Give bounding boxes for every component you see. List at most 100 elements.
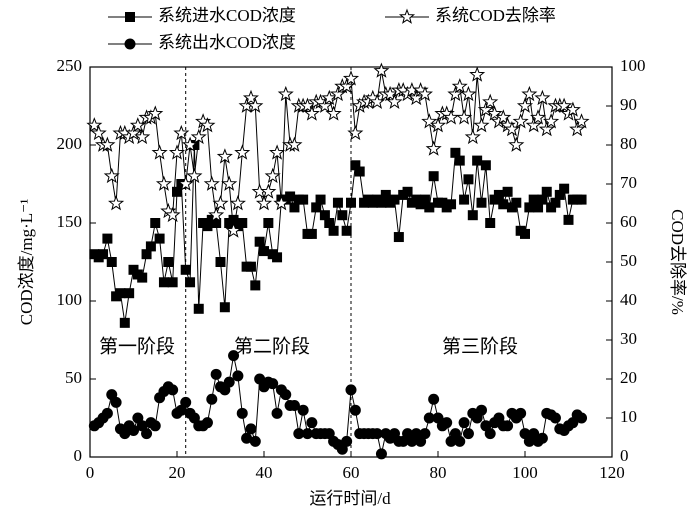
marker-star [386, 93, 403, 109]
marker-circle [476, 404, 487, 416]
marker-circle [576, 412, 588, 424]
y-axis-label: COD浓度/mg·L⁻¹ [17, 199, 36, 325]
marker-square [193, 303, 204, 314]
marker-square [102, 233, 113, 244]
marker-square [341, 225, 352, 236]
phase-label: 第一阶段 [99, 335, 175, 357]
marker-star [325, 105, 342, 121]
marker-star [277, 85, 294, 102]
marker-star [534, 89, 551, 106]
marker-star [173, 124, 190, 141]
marker-star [521, 85, 538, 102]
marker-square [163, 257, 174, 267]
marker-square [141, 249, 152, 260]
marker-star [482, 93, 499, 109]
marker-square [346, 197, 356, 208]
marker-star [525, 117, 542, 133]
phase-label: 第二阶段 [234, 335, 310, 357]
marker-circle [241, 432, 253, 444]
marker-star [316, 97, 333, 113]
x-tick-label: 60 [343, 463, 360, 482]
marker-circle [297, 404, 309, 416]
phase-label: 第三阶段 [442, 335, 518, 357]
marker-square [533, 202, 544, 213]
marker-star [208, 206, 225, 223]
marker-star [512, 113, 529, 129]
marker-circle [441, 417, 453, 429]
marker-star [299, 97, 316, 113]
marker-square [402, 186, 413, 197]
marker-circle [293, 428, 305, 440]
marker-circle [180, 396, 192, 408]
marker-circle [206, 393, 218, 405]
legend-label: 系统COD去除率 [435, 6, 556, 25]
marker-circle [236, 407, 248, 419]
marker-square [202, 221, 213, 232]
y2-axis-label: COD去除率/% [668, 209, 687, 315]
marker-square [306, 228, 317, 239]
y-tick-label: 200 [57, 134, 83, 153]
marker-circle [502, 420, 514, 432]
marker-star [382, 85, 399, 102]
marker-star [260, 183, 277, 199]
y-tick-label: 50 [65, 368, 82, 387]
marker-square [167, 277, 178, 288]
marker-circle [371, 428, 383, 440]
marker-square [158, 277, 169, 288]
marker-star [286, 136, 303, 152]
marker-square [428, 171, 439, 182]
marker-square [537, 194, 548, 205]
marker-square [393, 232, 404, 243]
marker-square [289, 202, 300, 213]
marker-circle [232, 370, 244, 382]
marker-square [119, 317, 130, 328]
marker-square [467, 210, 478, 221]
marker-star [269, 144, 286, 160]
marker-circle [267, 378, 279, 390]
marker-square [472, 155, 483, 166]
marker-square [502, 186, 513, 197]
marker-star [125, 124, 142, 141]
y2-tick-label: 50 [620, 251, 637, 270]
marker-star [321, 89, 338, 106]
y-tick-label: 0 [74, 446, 83, 465]
marker-star [451, 78, 468, 94]
marker-square [219, 302, 230, 313]
y2-tick-label: 60 [620, 212, 637, 231]
marker-star [225, 222, 242, 238]
marker-star [186, 167, 203, 184]
marker-circle [124, 38, 136, 50]
marker-square [311, 202, 322, 213]
marker-star [108, 195, 125, 211]
marker-square [559, 183, 570, 194]
marker-circle [345, 384, 357, 396]
marker-square [250, 280, 261, 291]
marker-square [180, 264, 191, 275]
marker-star [86, 117, 103, 133]
marker-star [429, 117, 447, 133]
marker-star [421, 113, 438, 129]
marker-circle [484, 428, 496, 440]
marker-square [137, 272, 148, 283]
marker-square [350, 160, 361, 171]
marker-square [450, 147, 461, 158]
marker-square [528, 194, 539, 205]
marker-star [347, 124, 364, 141]
marker-circle [128, 424, 139, 436]
y2-tick-label: 0 [620, 446, 629, 465]
marker-square [563, 214, 574, 225]
marker-square [154, 233, 165, 244]
marker-star [103, 167, 120, 184]
legend-label: 系统进水COD浓度 [158, 6, 296, 25]
marker-circle [341, 435, 353, 447]
marker-star [398, 8, 416, 24]
marker-circle [515, 407, 527, 419]
marker-circle [306, 417, 318, 429]
marker-star [134, 128, 151, 145]
x-tick-label: 120 [599, 463, 625, 482]
marker-circle [110, 396, 122, 408]
marker-square [424, 202, 435, 213]
marker-star [408, 89, 425, 106]
marker-square [454, 155, 465, 166]
marker-square [328, 225, 339, 236]
